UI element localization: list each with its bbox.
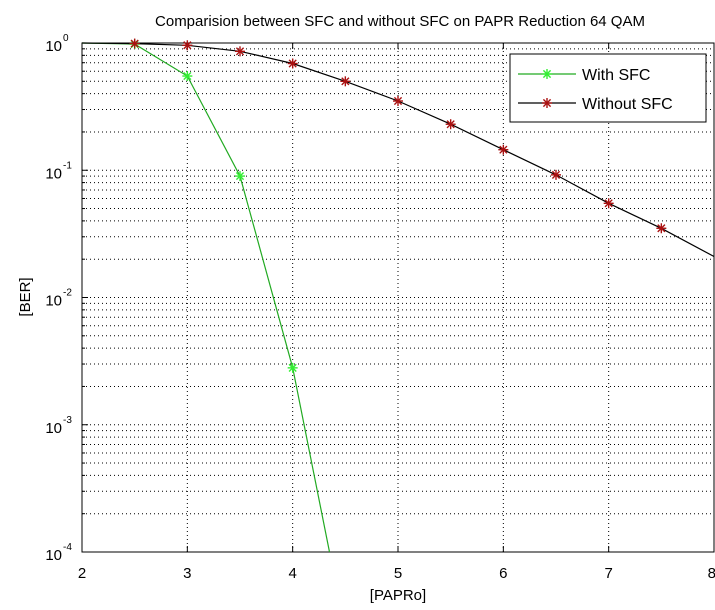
x-tick-label: 8 [708,565,715,582]
series-marker-1 [235,46,245,57]
y-axis-label: [BER] [17,277,34,316]
x-tick-label: 7 [604,565,612,582]
legend-label-0: With SFC [582,67,650,84]
series-marker-0 [235,171,245,182]
legend-marker-0 [542,69,552,79]
series-marker-1 [393,96,403,107]
series-marker-1 [498,144,509,155]
y-tick-label: 10 [45,547,62,564]
series-marker-1 [129,38,140,49]
legend: With SFC Without SFC [509,53,707,123]
series-markers [129,38,667,373]
legend-box [509,53,707,123]
series-marker-1 [445,119,456,130]
y-tick-exponent: -3 [63,415,72,426]
x-tick-label: 5 [394,565,402,582]
legend-marker-1 [542,98,552,108]
y-tick-exponent: -2 [63,288,72,299]
y-tick-label: 10 [45,293,62,310]
series-marker-1 [551,169,561,180]
x-tick-label: 3 [183,565,191,582]
x-axis-label: [PAPRo] [370,587,426,604]
y-tick-exponent: -4 [63,542,72,553]
x-tick-label: 2 [78,565,86,582]
series-marker-1 [340,76,351,87]
chart-title: Comparision between SFC and without SFC … [155,13,645,30]
series-marker-1 [182,40,193,51]
series-marker-0 [287,362,298,373]
legend-label-1: Without SFC [582,96,673,113]
series-marker-1 [603,198,614,209]
x-tick-label: 6 [499,565,507,582]
y-tick-exponent: -1 [63,160,72,171]
series-marker-1 [287,58,298,69]
grid [82,43,714,552]
y-tick-label: 10 [45,165,62,182]
x-tick-label: 4 [288,565,296,582]
series-marker-0 [182,71,193,82]
series-marker-1 [656,223,667,234]
y-tick-label: 10 [45,420,62,437]
y-tick-exponent: 0 [63,33,69,44]
y-tick-label: 10 [45,38,62,55]
x-ticks: 2 3 4 5 6 7 8 [78,43,715,582]
